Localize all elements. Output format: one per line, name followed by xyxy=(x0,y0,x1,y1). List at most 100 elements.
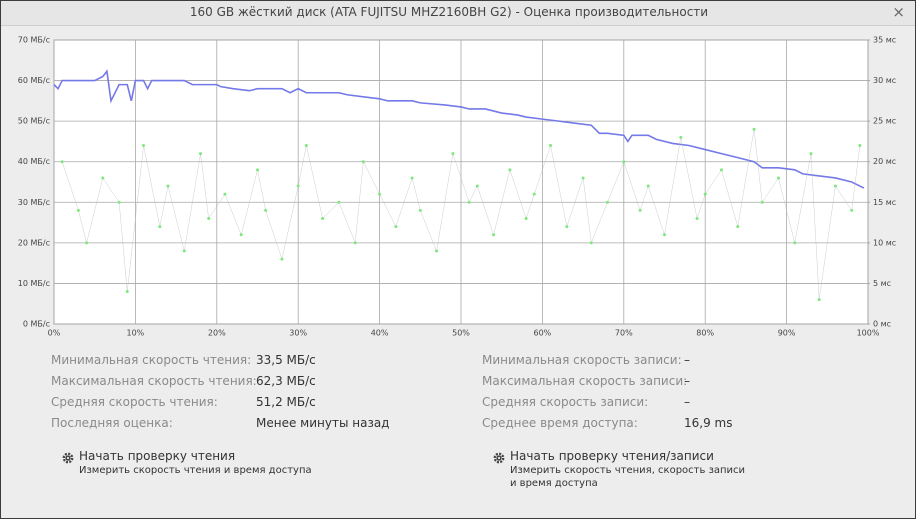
access-time-point xyxy=(475,184,479,188)
stat-value: – xyxy=(684,374,690,388)
access-time-point xyxy=(833,184,837,188)
y-tick-label: 20 МБ/с xyxy=(18,238,50,247)
y-tick-label: 70 МБ/с xyxy=(18,36,50,45)
access-time-trace xyxy=(61,129,861,300)
access-time-point xyxy=(809,152,813,156)
access-time-point xyxy=(125,290,129,294)
y-tick-label: 0 МБ/с xyxy=(23,320,50,329)
access-time-point xyxy=(223,192,227,196)
y-tick-label: 30 МБ/с xyxy=(18,198,50,207)
access-time-point xyxy=(736,225,740,229)
access-time-point xyxy=(85,241,89,245)
access-time-point xyxy=(532,192,536,196)
access-time-point xyxy=(182,249,186,253)
access-time-point xyxy=(158,225,162,229)
y2-tick-label: 20 мс xyxy=(873,157,896,166)
access-time-point xyxy=(858,143,862,147)
access-time-point xyxy=(378,192,382,196)
x-tick-label: 60% xyxy=(534,329,552,338)
access-time-point xyxy=(508,168,512,172)
access-time-point xyxy=(451,152,455,156)
access-time-point xyxy=(361,160,365,164)
access-time-point xyxy=(337,200,341,204)
access-time-point xyxy=(622,160,626,164)
x-tick-label: 30% xyxy=(289,329,307,338)
window-title: 160 GB жёсткий диск (ATA FUJITSU MHZ2160… xyxy=(189,5,709,19)
action-button[interactable]: Начать проверку чтения/записи Измерить ск… xyxy=(493,449,750,490)
stat-label: Минимальная скорость записи: xyxy=(482,353,682,367)
stat-label: Средняя скорость записи: xyxy=(482,395,649,409)
access-time-point xyxy=(199,152,203,156)
access-time-point xyxy=(760,200,764,204)
access-time-point xyxy=(117,200,121,204)
x-tick-label: 80% xyxy=(696,329,714,338)
action-button[interactable]: Начать проверку чтения Измерить скорость … xyxy=(62,449,329,477)
access-time-point xyxy=(467,200,471,204)
access-time-point xyxy=(679,135,683,139)
y2-tick-label: 30 мс xyxy=(873,76,896,85)
action-title: Начать проверку чтения xyxy=(79,449,236,463)
x-tick-label: 90% xyxy=(778,329,796,338)
x-tick-label: 20% xyxy=(208,329,226,338)
action-description: Измерить скорость чтения и время доступа xyxy=(79,465,312,476)
stat-label: Максимальная скорость записи: xyxy=(482,374,688,388)
x-tick-label: 0% xyxy=(48,329,61,338)
access-time-point xyxy=(353,241,357,245)
stat-value: Менее минуты назад xyxy=(256,416,390,430)
access-time-point xyxy=(166,184,170,188)
close-button[interactable]: × xyxy=(892,3,905,21)
access-time-point xyxy=(76,208,80,212)
access-time-point xyxy=(418,208,422,212)
access-time-point xyxy=(524,217,528,221)
access-time-point xyxy=(492,233,496,237)
access-time-point xyxy=(752,127,756,131)
access-time-point xyxy=(776,176,780,180)
read-rate-line xyxy=(53,69,865,189)
access-time-point xyxy=(304,143,308,147)
action-title: Начать проверку чтения/записи xyxy=(510,449,714,463)
access-time-point xyxy=(646,184,650,188)
access-time-point xyxy=(589,241,593,245)
action-description: Измерить скорость чтения, скорость запис… xyxy=(510,465,746,489)
y2-tick-label: 25 мс xyxy=(873,117,896,126)
access-time-point xyxy=(142,143,146,147)
x-tick-label: 50% xyxy=(452,329,470,338)
y-tick-label: 10 МБ/с xyxy=(18,279,50,288)
access-time-point xyxy=(394,225,398,229)
access-time-point xyxy=(719,168,723,172)
title-bar: 160 GB жёсткий диск (ATA FUJITSU MHZ2160… xyxy=(1,1,915,26)
stat-label: Максимальная скорость чтения: xyxy=(51,374,257,388)
access-time-point xyxy=(565,225,569,229)
y2-tick-label: 15 мс xyxy=(873,198,896,207)
stat-label: Средняя скорость чтения: xyxy=(51,395,218,409)
gear-icon xyxy=(493,452,505,464)
access-time-point xyxy=(606,200,610,204)
y2-tick-label: 35 мс xyxy=(873,36,896,45)
access-time-point xyxy=(239,233,243,237)
access-time-point xyxy=(264,208,268,212)
access-time-point xyxy=(256,168,259,172)
y2-tick-label: 5 мс xyxy=(873,279,891,288)
access-time-point xyxy=(207,217,211,221)
access-time-point xyxy=(101,176,105,180)
y2-tick-label: 10 мс xyxy=(873,238,896,247)
access-time-point xyxy=(410,176,414,180)
access-time-point xyxy=(549,143,553,147)
access-time-point xyxy=(850,208,854,212)
x-tick-label: 10% xyxy=(127,329,145,338)
x-tick-label: 70% xyxy=(615,329,633,338)
access-time-point xyxy=(60,160,64,164)
stat-value: 16,9 ms xyxy=(684,416,733,430)
x-tick-label: 100% xyxy=(857,329,880,338)
x-tick-label: 40% xyxy=(371,329,389,338)
access-time-point xyxy=(280,257,284,261)
stat-label: Среднее время доступа: xyxy=(482,416,638,430)
chart: 0 МБ/с 10 МБ/с 20 МБ/с 30 МБ/с 40 МБ/с 50 МБ/… xyxy=(18,36,896,338)
stat-label: Минимальная скорость чтения: xyxy=(51,353,252,367)
y-tick-label: 60 МБ/с xyxy=(18,76,50,85)
stat-value: 33,5 МБ/с xyxy=(256,353,316,367)
access-time-point xyxy=(817,298,821,302)
stat-value: 51,2 МБ/с xyxy=(256,395,316,409)
stat-value: – xyxy=(684,395,690,409)
access-time-point xyxy=(695,217,699,221)
